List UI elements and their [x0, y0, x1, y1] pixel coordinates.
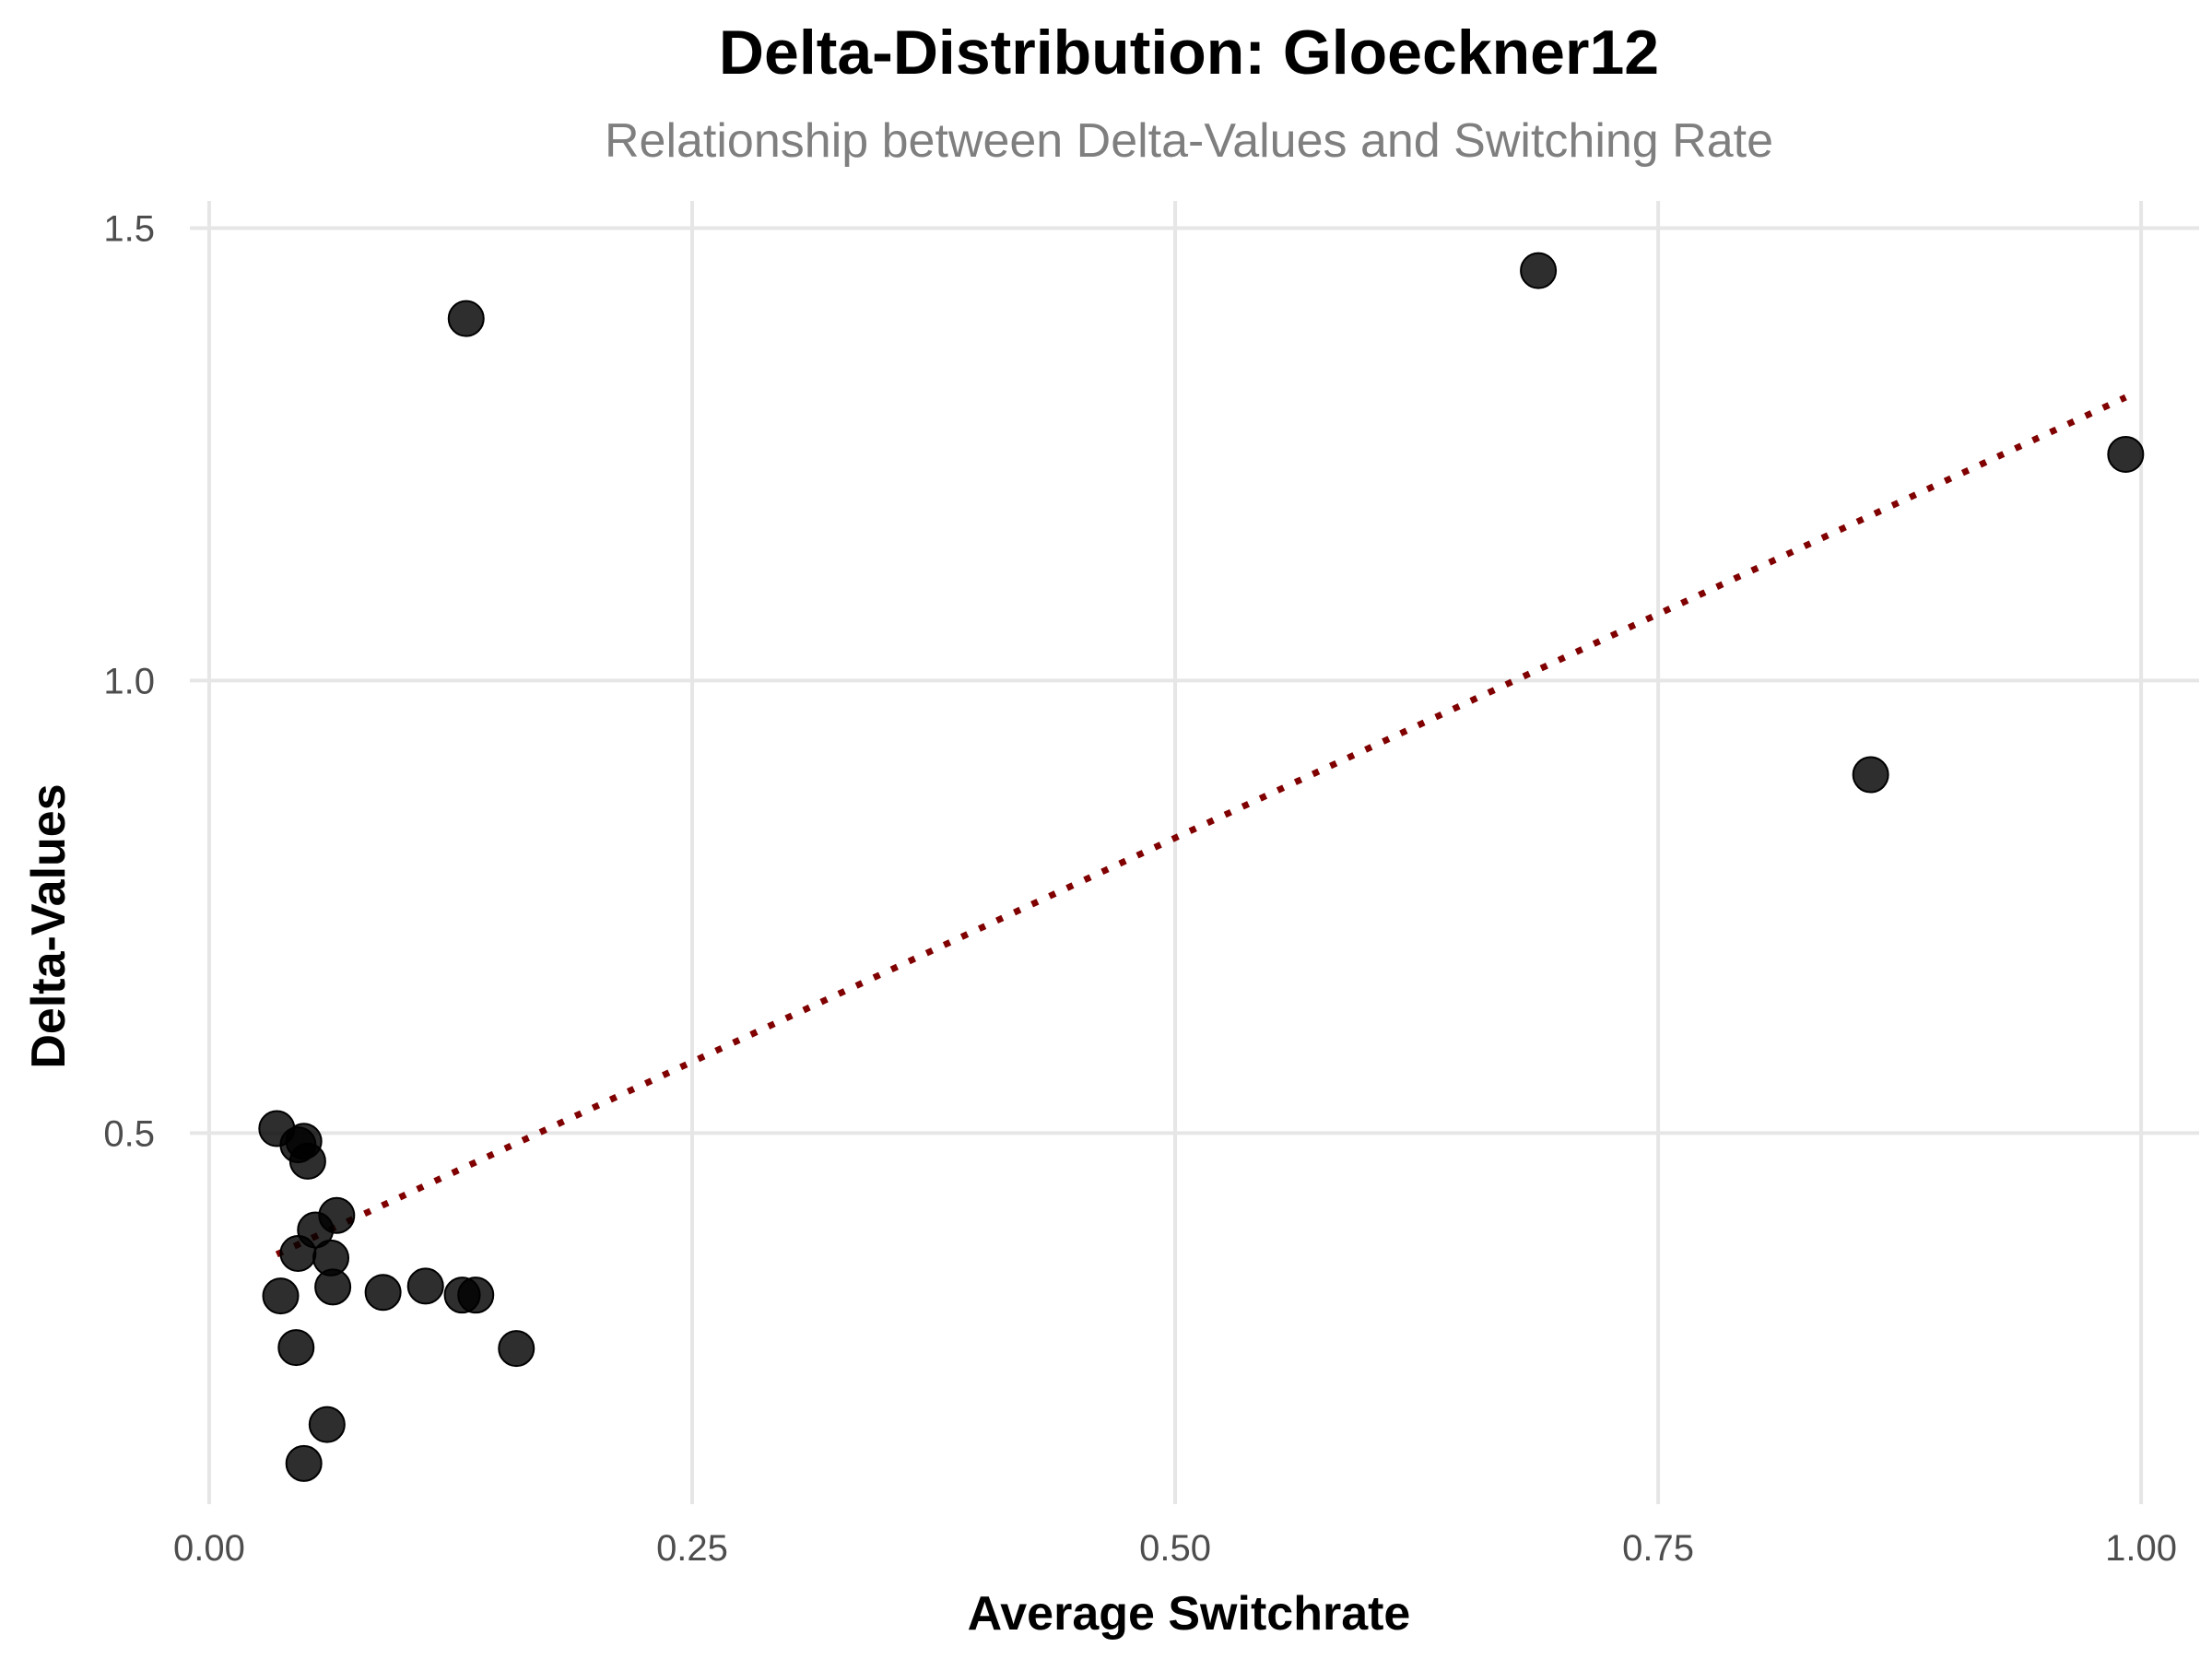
data-points: [258, 252, 2145, 1482]
data-point: [447, 300, 485, 337]
data-point: [279, 1235, 317, 1273]
y-axis-title: Delta-Values: [22, 783, 76, 1068]
chart-subtitle: Relationship between Delta-Values and Sw…: [605, 114, 1773, 168]
chart-title: Delta-Distribution: Gloeckner12: [719, 18, 1659, 88]
data-point: [498, 1330, 535, 1368]
data-point: [285, 1444, 323, 1482]
x-tick-label: 1.00: [2105, 1528, 2177, 1569]
data-point: [2107, 435, 2145, 473]
x-axis-title: Average Switchrate: [968, 1587, 1411, 1641]
x-tick-label: 0.00: [173, 1528, 245, 1569]
trend-line: [275, 394, 2127, 1258]
tick-labels: 0.00 0.25 0.50 0.75 1.00 0.5 1.0 1.5: [103, 208, 2177, 1569]
data-point: [288, 1142, 326, 1180]
data-point: [406, 1267, 444, 1305]
data-point: [277, 1329, 315, 1367]
x-tick-label: 0.75: [1622, 1528, 1694, 1569]
y-tick-label: 1.5: [103, 208, 155, 249]
x-tick-label: 0.50: [1139, 1528, 1211, 1569]
x-tick-label: 0.25: [656, 1528, 728, 1569]
data-point: [314, 1268, 352, 1306]
data-point: [364, 1274, 402, 1312]
data-point: [457, 1277, 495, 1314]
data-point: [262, 1277, 300, 1315]
data-point: [1520, 252, 1558, 289]
grid-lines: [190, 201, 2199, 1504]
data-point: [308, 1406, 346, 1443]
trend-line-layer: [275, 394, 2127, 1258]
y-tick-label: 0.5: [103, 1113, 155, 1154]
data-point: [1852, 756, 1889, 794]
y-tick-label: 1.0: [103, 661, 155, 701]
